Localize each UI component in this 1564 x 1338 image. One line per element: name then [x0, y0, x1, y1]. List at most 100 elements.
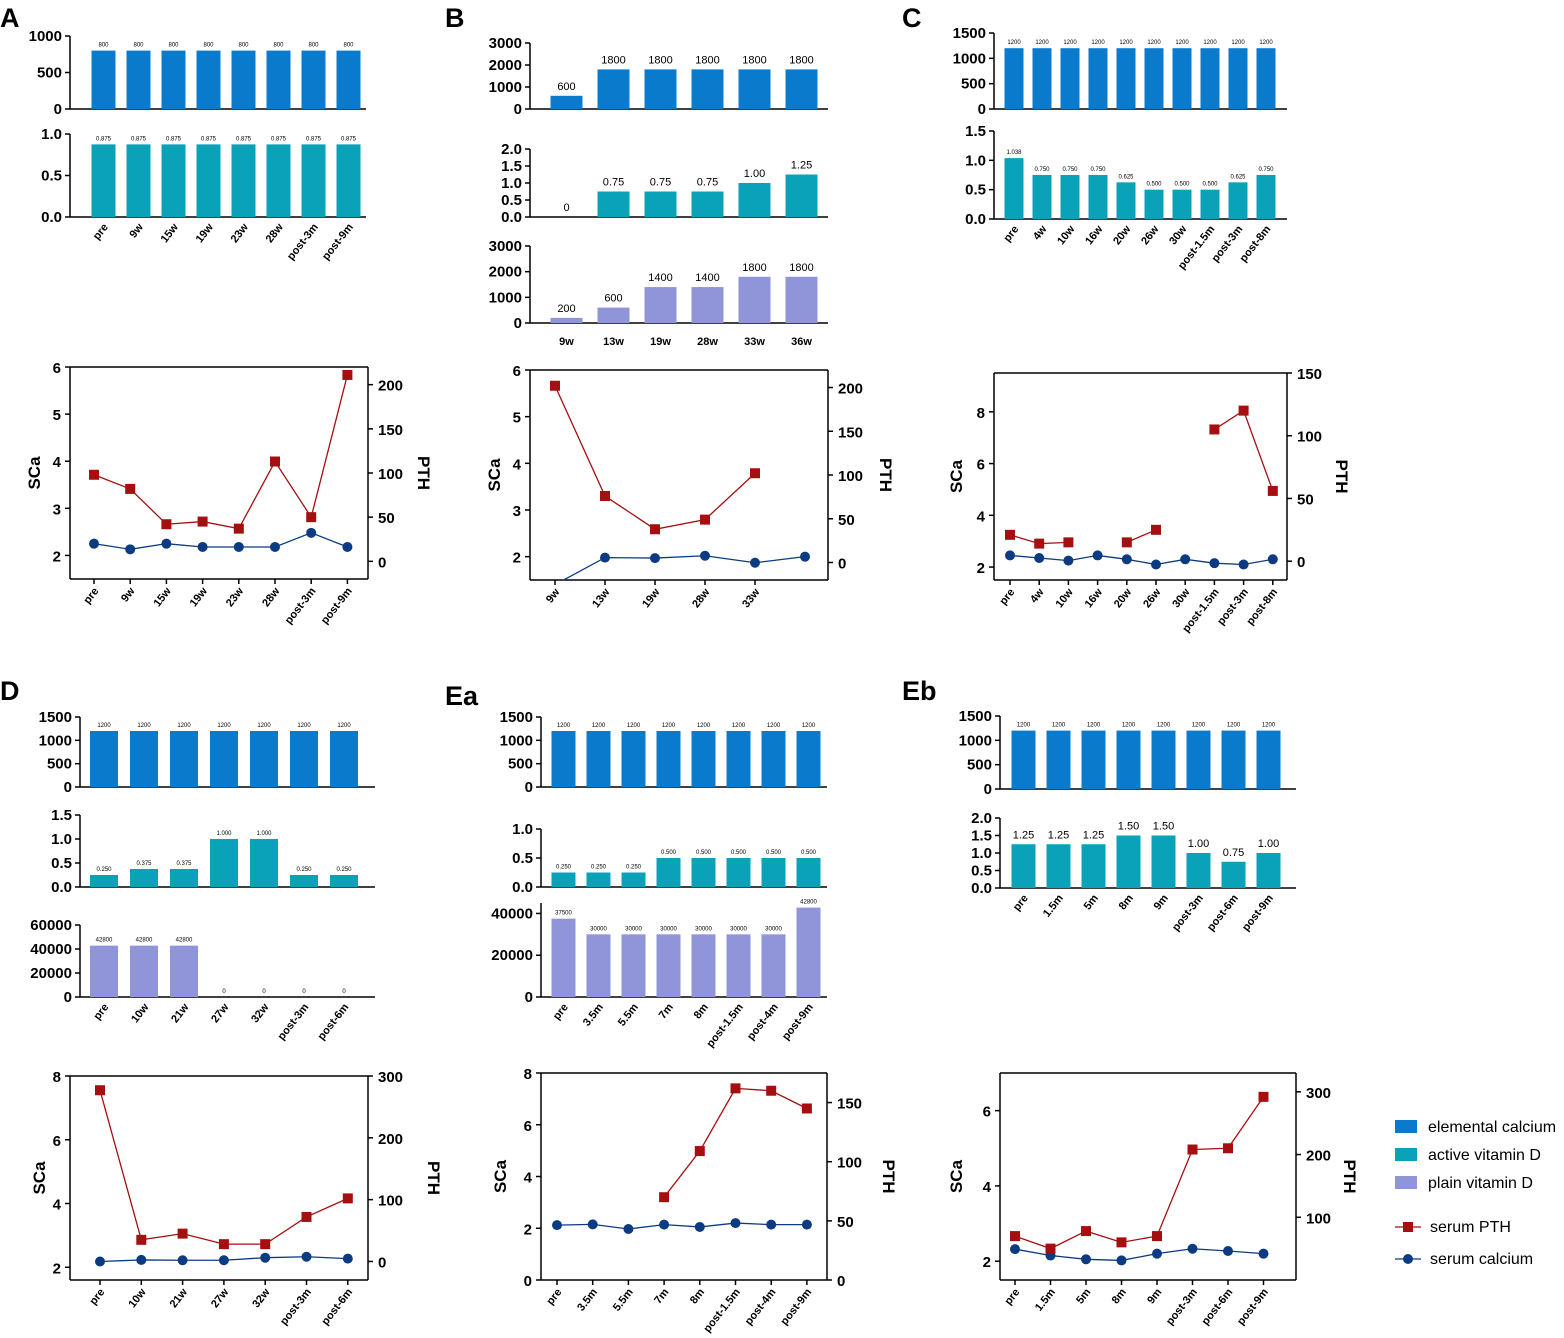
y-tick-label: 0 [524, 1273, 532, 1290]
x-tick-label: 4w [1031, 223, 1050, 242]
bar [691, 858, 716, 887]
serum-calcium-point [1267, 554, 1278, 565]
y-tick-label: 6 [524, 1118, 532, 1135]
x-tick-label: 23w [229, 221, 252, 245]
x-tick-label: 9w [544, 586, 563, 605]
y2-tick-label: 50 [378, 510, 395, 527]
serum-calcium-point [1258, 1248, 1269, 1259]
bar [91, 144, 116, 217]
bar-value-label: 0.250 [296, 867, 312, 873]
y2-tick-label: 200 [378, 378, 403, 395]
serum-pth-point [233, 523, 244, 534]
panel-label-ea: Ea [445, 681, 479, 711]
serum-calcium-point [1238, 559, 1249, 570]
bar [656, 934, 681, 997]
bar-value-label: 800 [133, 43, 144, 49]
serum-pth-point [136, 1234, 147, 1245]
serum-pth-point [1151, 524, 1161, 535]
bar-value-label: 0.750 [1090, 167, 1106, 173]
bar [330, 875, 358, 887]
serum-pth-point [650, 524, 660, 535]
x-tick-label: 1.5m [1033, 1286, 1058, 1313]
serum-calcium-point [1034, 553, 1045, 564]
y-tick-label: 0.0 [965, 211, 986, 228]
bar-value-label: 1200 [337, 723, 351, 729]
bar-value-label: 1200 [1192, 723, 1206, 729]
bar [1221, 730, 1246, 789]
bar-value-label: 0.250 [591, 865, 607, 871]
y-axis-label: SCa [30, 1161, 49, 1195]
y-tick-label: 0 [984, 781, 992, 798]
y-tick-label: 0.0 [51, 879, 72, 896]
serum-pth-point [260, 1239, 271, 1250]
chart-Eb-vd: 0.00.51.01.52.0 1.25 pre 1.25 1.5m 1.25 5m 1.50… [971, 810, 1296, 934]
x-tick-label: 20w [1112, 586, 1135, 610]
y2-tick-label: 200 [378, 1131, 403, 1148]
bar-value-label: 0 [262, 989, 266, 995]
chart-Eb-ca: 0 500 1000 1500 1200 1200 1200 1200 1200 1200 1200… [959, 708, 1296, 798]
bar [1088, 48, 1108, 109]
bar-value-label: 0.875 [271, 136, 287, 142]
x-tick-label: post-9m [778, 1286, 814, 1327]
panel-label-c: C [902, 3, 922, 33]
bar-value-label: 0.500 [801, 850, 817, 856]
y-tick-label: 6 [977, 457, 985, 474]
bar-value-label: 1200 [802, 723, 816, 729]
bar [266, 144, 291, 217]
chart-A-vd: 0.0 0.5 1.0 0.875 pre 0.875 9w 0.875 15w 0.875 19w… [41, 126, 366, 263]
x-tick-label: 28w [264, 221, 287, 245]
bar [290, 875, 318, 887]
bar-value-label: 0.375 [136, 861, 152, 867]
bar-value-label: 1200 [1122, 723, 1136, 729]
serum-pth-point [342, 369, 353, 380]
serum-calcium-point [1151, 559, 1161, 570]
bar [1151, 730, 1176, 789]
bar-value-label: 800 [98, 43, 109, 49]
y2-tick-label: 100 [837, 1155, 862, 1172]
bar [1011, 844, 1036, 888]
bar-value-label: 0.875 [306, 136, 322, 142]
y-tick-label: 2 [524, 1221, 532, 1238]
x-tick-label: post-4m [743, 1286, 779, 1327]
serum-pth-point [1187, 1144, 1198, 1155]
bar-value-label: 0.500 [1146, 182, 1162, 188]
serum-calcium-line [562, 555, 806, 580]
y2-tick-label: 50 [1297, 491, 1314, 508]
y-tick-label: 2.0 [501, 141, 522, 158]
serum-calcium-point [95, 1256, 105, 1267]
y-tick-label: 1000 [500, 732, 533, 749]
bar-value-label: 37500 [555, 911, 572, 917]
bar-value-label: 1.00 [744, 168, 765, 180]
bar-value-label: 0 [222, 989, 226, 995]
bar [130, 945, 158, 997]
serum-calcium-point [161, 538, 172, 549]
serum-calcium-point [301, 1251, 312, 1262]
bar [1032, 48, 1052, 109]
x-tick-label: 10w [1054, 586, 1077, 610]
y-tick-label: 2 [53, 548, 61, 565]
bar [785, 69, 818, 109]
chart-C-ca: 0 500 1000 1500 1200 1200 1200 1200 1200 1200 1200… [953, 25, 1287, 118]
y-tick-label: 1000 [489, 289, 522, 306]
bar-value-label: 0.875 [236, 136, 252, 142]
bar-value-label: 42800 [800, 900, 817, 906]
x-tick-label: 32w [250, 1286, 273, 1310]
serum-calcium-point [552, 1220, 562, 1231]
y-tick-label: 3000 [489, 35, 522, 52]
bar-value-label: 800 [203, 43, 214, 49]
y-tick-label: 0 [514, 315, 522, 332]
legend-label-pth: serum PTH [1430, 1219, 1511, 1236]
y-tick-label: 1.0 [501, 175, 522, 192]
x-tick-label: 36w [791, 336, 812, 348]
serum-pth-line [1014, 1096, 1265, 1250]
bar-value-label: 0.250 [626, 865, 642, 871]
x-tick-label: 16w [1083, 223, 1106, 247]
bar-value-label: 1.00 [1258, 838, 1279, 850]
x-tick-label: 9w [119, 585, 138, 604]
bar [90, 945, 118, 997]
y-tick-label: 1000 [953, 50, 986, 67]
x-tick-label: 13w [590, 586, 613, 610]
bar [621, 872, 646, 887]
chart-Ea-pvd: 0 20000 40000 37500 pre 30000 3.5m 30000 5.5m 300… [491, 900, 827, 1050]
bar-value-label: 1200 [1052, 723, 1066, 729]
